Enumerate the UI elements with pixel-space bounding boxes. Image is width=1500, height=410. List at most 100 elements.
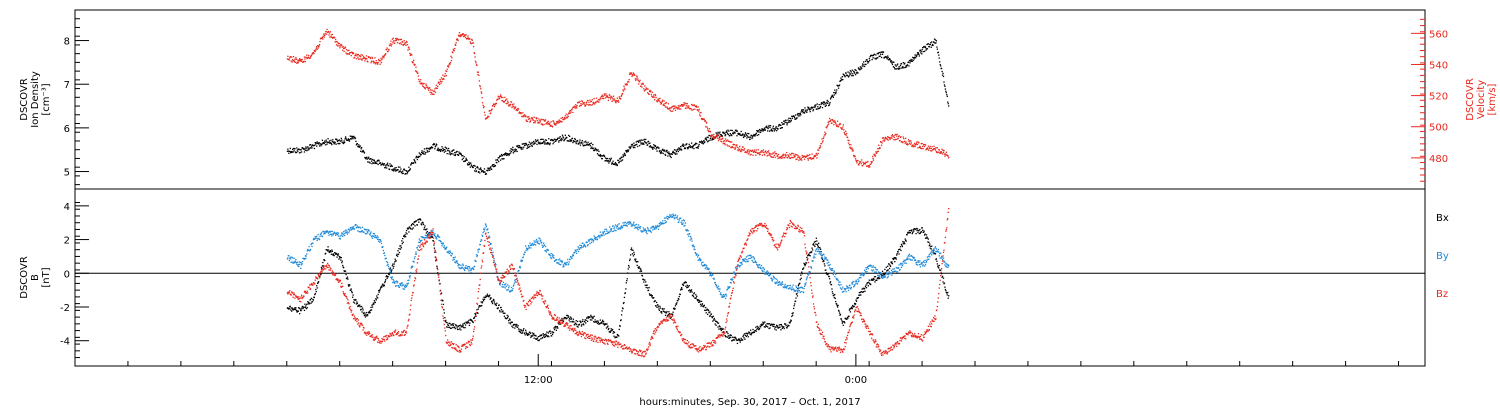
- bx-point: [414, 225, 416, 227]
- bx-point: [701, 303, 704, 305]
- bx-point: [660, 310, 662, 313]
- ion-density-point: [878, 52, 880, 54]
- ion-density-point: [759, 131, 762, 134]
- bx-point: [905, 239, 907, 242]
- bx-point: [602, 322, 604, 325]
- velocity-point: [675, 107, 677, 109]
- velocity-point: [835, 124, 837, 126]
- ion-density-point: [801, 110, 804, 112]
- velocity-point: [452, 48, 454, 50]
- velocity-point: [700, 111, 702, 114]
- velocity-point: [772, 156, 774, 158]
- by-point: [364, 228, 366, 231]
- ion-density-point: [530, 143, 532, 145]
- velocity-point: [290, 56, 292, 58]
- velocity-point: [843, 131, 845, 134]
- by-point: [293, 257, 295, 259]
- velocity-point: [393, 40, 395, 42]
- velocity-point: [567, 115, 569, 118]
- ion-density-point: [726, 133, 729, 135]
- by-point: [460, 264, 462, 266]
- bx-point: [702, 305, 705, 307]
- by-point: [553, 257, 555, 259]
- by-point: [571, 257, 573, 260]
- bx-point: [803, 262, 805, 265]
- velocity-point: [887, 136, 889, 138]
- bx-point: [445, 321, 447, 323]
- ion-density-point: [376, 162, 378, 165]
- ion-density-point: [640, 139, 643, 141]
- ion-density-point: [359, 146, 361, 148]
- ion-density-point: [914, 54, 916, 56]
- ion-density-point: [677, 148, 679, 150]
- ion-density-point: [632, 147, 635, 149]
- ion-density-point: [501, 158, 503, 160]
- velocity-point: [424, 86, 426, 89]
- bx-point: [718, 328, 720, 330]
- ion-density-point: [543, 140, 545, 142]
- by-point: [389, 269, 392, 272]
- by-point: [600, 235, 602, 237]
- by-point: [503, 286, 505, 288]
- bx-point: [480, 305, 482, 307]
- bx-point: [488, 296, 490, 298]
- velocity-point: [891, 137, 893, 139]
- bx-point: [372, 303, 374, 306]
- bx-point: [570, 318, 572, 320]
- bx-point: [922, 229, 924, 232]
- velocity-point: [477, 71, 480, 73]
- bx-point: [691, 291, 693, 293]
- by-point: [487, 228, 489, 230]
- velocity-point: [456, 38, 459, 41]
- velocity-point: [575, 104, 577, 106]
- by-point: [567, 258, 569, 261]
- by-point: [299, 261, 301, 264]
- ion-density-point: [526, 145, 529, 147]
- ion-density-point: [777, 128, 779, 130]
- ion-density-point: [433, 143, 436, 146]
- ion-density-point: [577, 143, 580, 145]
- velocity-point: [712, 136, 714, 139]
- ion-density-point: [718, 136, 721, 138]
- bx-point: [696, 295, 698, 298]
- bx-point: [674, 308, 676, 310]
- ion-density-point: [940, 67, 943, 70]
- ion-density-point: [289, 150, 291, 153]
- ion-density-point: [867, 62, 869, 64]
- ion-density-point: [528, 146, 530, 148]
- ion-density-point: [938, 57, 940, 59]
- bx-point: [382, 283, 384, 285]
- by-point: [547, 249, 549, 251]
- velocity-point: [845, 134, 847, 136]
- ion-density-point: [526, 147, 528, 150]
- by-point: [419, 241, 421, 244]
- bx-point: [356, 301, 358, 303]
- ion-density-point: [617, 159, 619, 162]
- bx-point: [631, 253, 634, 255]
- velocity-point: [380, 57, 382, 60]
- ion-density-point: [763, 127, 766, 129]
- bx-point: [770, 324, 772, 326]
- by-point: [519, 267, 522, 269]
- ion-density-point: [581, 142, 583, 144]
- bx-point: [650, 294, 653, 296]
- bx-point: [377, 297, 379, 299]
- by-point: [406, 282, 408, 285]
- velocity-point: [674, 105, 676, 107]
- by-point: [340, 234, 342, 236]
- bx-point: [672, 314, 674, 316]
- by-point: [575, 250, 577, 253]
- by-point: [317, 238, 319, 240]
- bx-point: [883, 273, 886, 276]
- velocity-point: [371, 57, 374, 59]
- ion-density-point: [941, 74, 944, 76]
- bx-point: [536, 337, 539, 339]
- velocity-point: [540, 123, 542, 125]
- ion-density-point: [776, 127, 778, 129]
- velocity-point: [910, 140, 912, 142]
- by-point: [504, 284, 506, 286]
- ion-density-point: [743, 134, 746, 136]
- velocity-point: [698, 110, 700, 112]
- bx-point: [380, 285, 383, 287]
- ion-density-point: [821, 106, 824, 109]
